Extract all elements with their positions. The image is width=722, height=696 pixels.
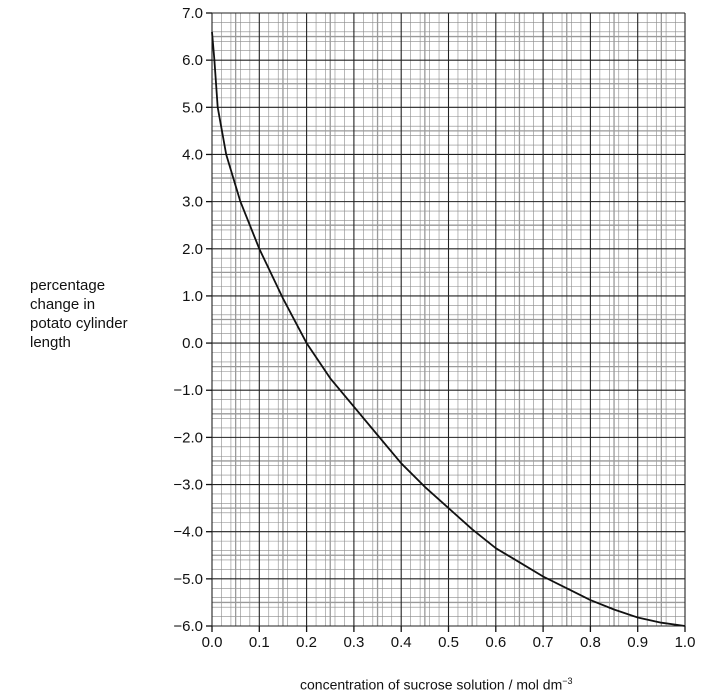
x-label-sup: −3	[562, 676, 573, 686]
y-tick-label: 7.0	[182, 5, 203, 22]
y-tick-label: 5.0	[182, 99, 203, 116]
y-axis-label: percentage change in potato cylinder len…	[30, 276, 128, 352]
y-tick-label: 4.0	[182, 146, 203, 163]
y-label-line: percentage	[30, 277, 106, 294]
y-tick-label: 0.0	[182, 335, 203, 352]
data-curve	[211, 31, 686, 627]
y-label-line: length	[30, 334, 71, 351]
x-tick-label: 0.0	[202, 634, 223, 651]
y-tick-label: 3.0	[182, 194, 203, 211]
y-tick-label: −5.0	[173, 571, 203, 588]
y-tick-label: −1.0	[173, 382, 203, 399]
y-tick-label: 2.0	[182, 241, 203, 258]
x-tick-label: 0.2	[296, 634, 317, 651]
y-label-line: change in	[30, 296, 96, 313]
x-tick-label: 0.1	[249, 634, 270, 651]
x-axis-label: concentration of sucrose solution / mol …	[300, 676, 573, 693]
y-label-line: potato cylinder	[30, 315, 128, 332]
y-tick-label: −6.0	[173, 618, 203, 635]
x-tick-label: 0.3	[343, 634, 364, 651]
y-tick-label: 1.0	[182, 288, 203, 305]
x-tick-label: 1.0	[675, 634, 696, 651]
x-tick-label: 0.9	[627, 634, 648, 651]
x-tick-label: 0.6	[485, 634, 506, 651]
x-tick-label: 0.8	[580, 634, 601, 651]
x-tick-label: 0.4	[391, 634, 412, 651]
y-tick-label: −3.0	[173, 477, 203, 494]
y-tick-label: −2.0	[173, 429, 203, 446]
x-label-text: concentration of sucrose solution / mol …	[300, 676, 563, 693]
x-tick-label: 0.5	[438, 634, 459, 651]
x-tick-label: 0.7	[533, 634, 554, 651]
y-tick-label: 6.0	[182, 52, 203, 69]
y-tick-label: −4.0	[173, 524, 203, 541]
